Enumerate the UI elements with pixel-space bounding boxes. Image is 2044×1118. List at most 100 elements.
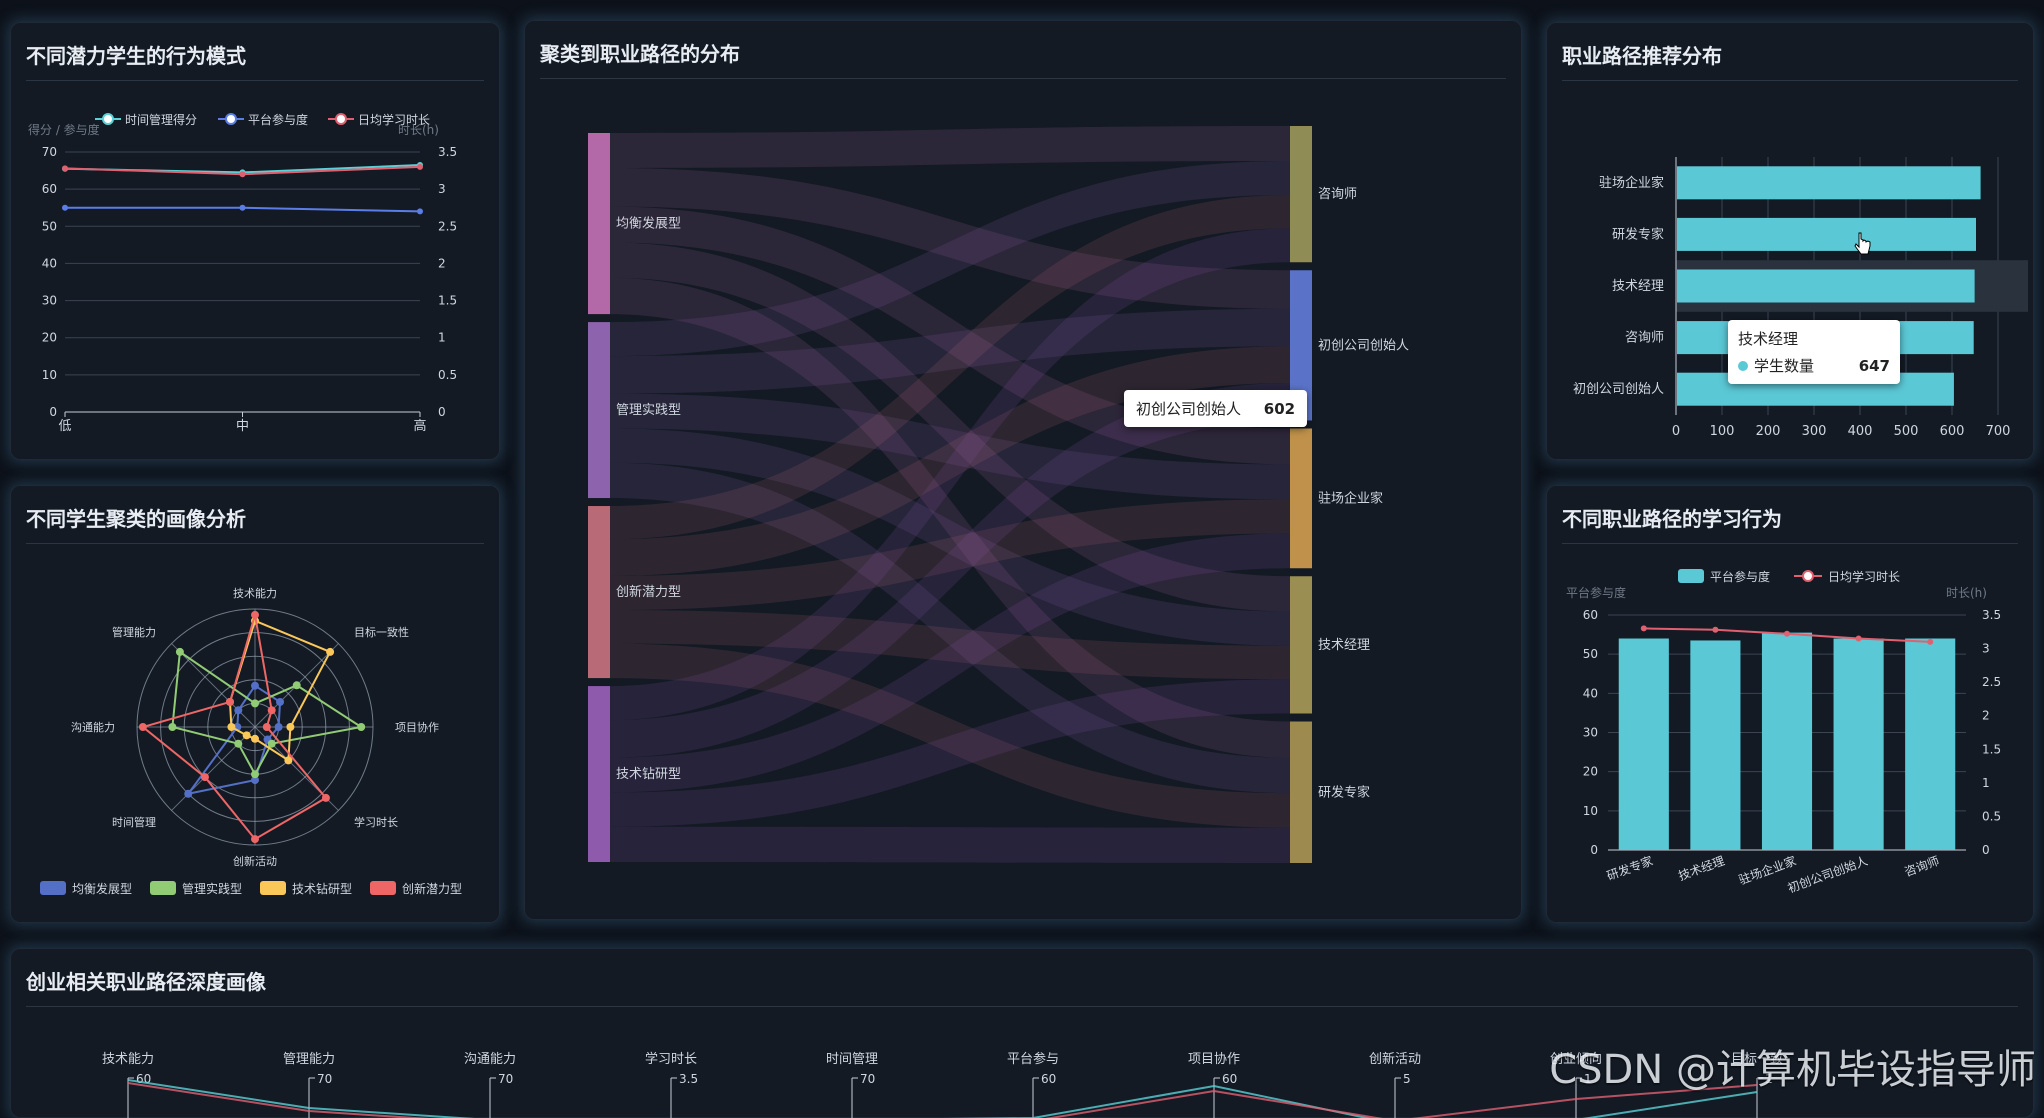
sankey-tooltip-name: 初创公司创始人 [1136,400,1242,418]
sankey-target-label: 驻场企业家 [1318,490,1383,506]
radar-point [251,835,259,844]
parallel-axis-name: 沟通能力 [464,1052,516,1067]
radar-indicator-label: 管理能力 [112,625,156,639]
sankey-flow [610,277,1290,758]
sankey-target-node [1290,576,1312,714]
bar [1677,269,1975,303]
legend-swatch [1678,569,1704,583]
y-right-tick: 0.5 [438,368,457,382]
x-tick-label: 咨询师 [1902,853,1941,879]
parallel-axis-name: 平台参与 [1007,1051,1059,1067]
radar-point [251,734,259,743]
legend-label: 均衡发展型 [72,881,132,896]
y-right-tick: 2.5 [1982,675,2001,689]
data-point [1784,630,1790,637]
sankey-flow [610,126,1290,169]
radar-title: 不同学生聚类的画像分析 [26,507,246,531]
bar [1677,166,1981,200]
x-tick-label: 500 [1894,424,1919,439]
tooltip-dot-icon [1738,360,1748,371]
radar-point [284,756,293,765]
radar-point [138,723,147,731]
sankey-panel: 聚类到职业路径的分布 均衡发展型 管理实践型 创新潜力型 技术钻研型 咨询师 初创公司创始… [524,20,1522,920]
x-tick-label: 中 [236,419,249,434]
recommend-panel: 职业路径推荐分布 0 100 200 300 400 500 600 700 驻场企业家 研发专家… [1546,22,2034,460]
sankey-target-label: 咨询师 [1318,187,1357,202]
radar-point [326,647,335,656]
data-point [1927,638,1934,645]
y-right-tick: 3 [1982,642,1990,656]
y-left-tick: 40 [42,256,57,270]
sankey-tooltip-value: 602 [1263,400,1296,418]
parallel-series-line [127,1079,1758,1118]
y-tick-label: 技术经理 [1612,279,1664,294]
legend-swatch [150,881,176,895]
radar-indicator-label: 目标一致性 [354,625,409,639]
y-left-tick: 60 [42,182,57,196]
sankey-flow [610,826,1290,863]
radar-point [225,697,234,706]
behavior-panel: 不同潜力学生的行为模式 时间管理得分 平台参与度 日均学习时长 得分 / 参与度 时长(… [10,22,500,460]
sankey-source-label: 管理实践型 [616,403,681,418]
y-left-tick: 60 [1583,608,1598,622]
learning-panel: 不同职业路径的学习行为 平台参与度 日均学习时长 平台参与度 时长(h) 0 10 20 30… [1546,485,2034,923]
parallel-axis-name: 目标一致 [1731,1052,1783,1067]
sankey-target-node [1290,270,1312,421]
divider [1562,543,2018,544]
y-left-tick: 10 [42,368,57,382]
data-point [1640,625,1647,632]
x-tick-label: 技术经理 [1677,854,1727,884]
sankey-flow [610,610,1290,680]
y-right-tick: 3.5 [1982,608,2001,622]
legend-marker [225,113,237,125]
behavior-title: 不同潜力学生的行为模式 [26,44,246,68]
recommend-tooltip-label: 学生数量 [1754,357,1815,375]
radar-point [251,681,259,690]
legend-swatch [260,881,286,895]
data-point [239,171,246,178]
data-point [1712,626,1719,633]
recommend-chart[interactable]: 0 100 200 300 400 500 600 700驻场企业家研发专家技术经理咨询师初创… [1546,22,2034,460]
parallel-axis-name: 创新活动 [1369,1051,1421,1067]
legend-label: 创新潜力型 [402,881,462,896]
y-tick-label: 驻场企业家 [1599,175,1664,191]
y-right-label: 时长(h) [1946,586,1987,600]
sankey-source-label: 技术钻研型 [616,767,681,782]
data-point [417,208,423,215]
x-tick-label: 低 [58,419,71,434]
sankey-flow [610,161,1290,357]
radar-point [242,731,251,740]
legend-swatch [370,881,396,895]
radar-point [234,706,243,715]
data-point [62,204,68,211]
y-left-label: 平台参与度 [1566,585,1626,600]
y-right-tick: 2.5 [438,219,457,233]
sankey-flow [610,643,1290,828]
recommend-title: 职业路径推荐分布 [1562,44,1722,68]
radar-point [168,723,177,731]
y-left-tick: 20 [1583,765,1598,779]
x-tick-label: 300 [1802,424,1827,439]
sankey-flow [610,428,1290,646]
sankey-tooltip: 初创公司创始人 602 [1124,390,1308,427]
y-right-tick: 1 [438,331,446,345]
x-tick-label: 200 [1756,424,1781,439]
sankey-target-label: 研发专家 [1318,784,1370,800]
data-point [1855,635,1862,642]
radar-panel: 不同学生聚类的画像分析 技术能力 目标一致性 项目协作 学习时长 创新活动 时间管理 沟通能… [10,485,500,923]
y-right-tick: 3 [438,182,446,196]
sankey-title: 聚类到职业路径的分布 [540,42,740,66]
divider [26,1006,2018,1007]
sankey-target-node [1290,428,1312,569]
y-right-tick: 3.5 [438,145,457,159]
y-right-tick: 0 [438,405,446,419]
sankey-source-label: 均衡发展型 [616,216,681,232]
watermark: CSDN @计算机毕设指导师 [1549,1047,2036,1093]
bar [1677,217,1976,251]
y-left-tick: 40 [1583,686,1598,700]
data-point [417,163,423,170]
